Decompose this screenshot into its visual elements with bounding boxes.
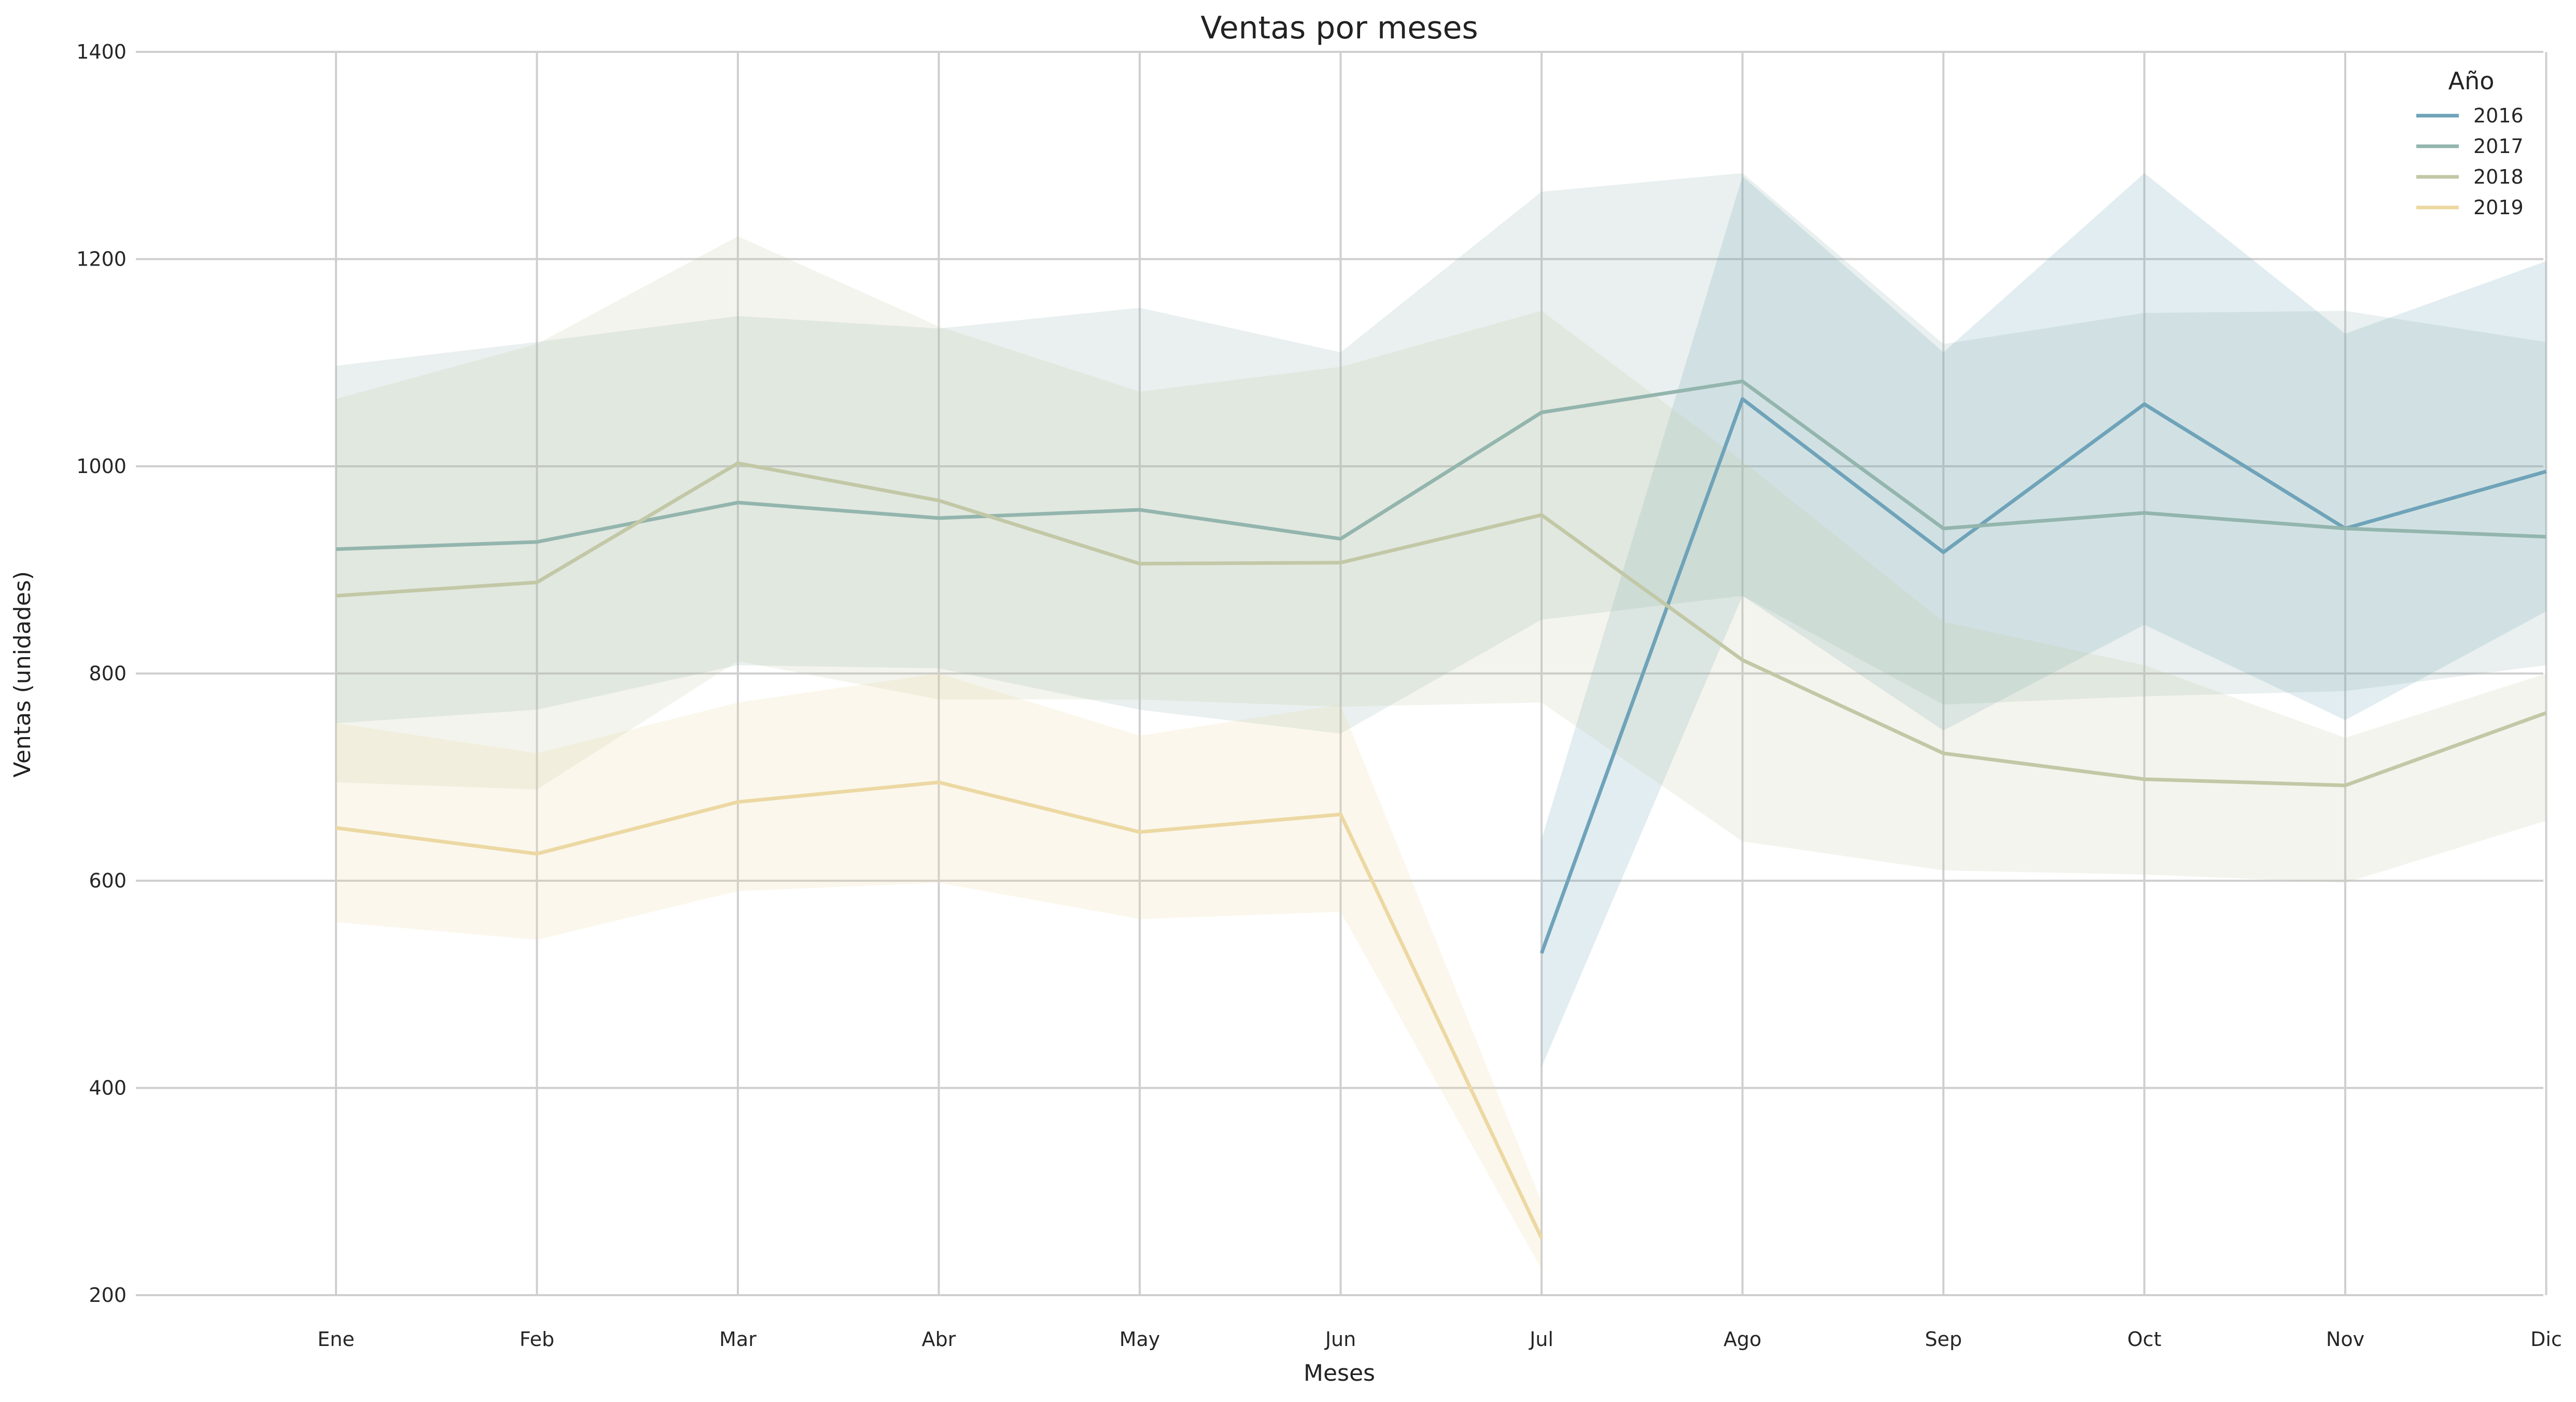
x-tick-label: Jun xyxy=(1324,1328,1356,1351)
series-line-2016 xyxy=(1539,397,2547,954)
series-line-2017 xyxy=(335,379,2546,551)
confidence-bands xyxy=(336,173,2546,1270)
x-axis-label: Meses xyxy=(1304,1360,1375,1386)
legend-label-2017: 2017 xyxy=(2473,135,2524,158)
y-tick-label: 600 xyxy=(89,869,127,892)
x-tick-label: Nov xyxy=(2326,1328,2364,1351)
x-tick-label: Sep xyxy=(1925,1328,1962,1351)
series-lines xyxy=(335,379,2547,1239)
grid-lines xyxy=(136,51,2547,1296)
legend-title: Año xyxy=(2448,67,2495,95)
y-tick-label: 400 xyxy=(89,1077,127,1100)
x-tick-label: May xyxy=(1119,1328,1160,1351)
y-tick-label: 800 xyxy=(89,662,127,685)
x-tick-label: Oct xyxy=(2127,1328,2162,1351)
legend-label-2016: 2016 xyxy=(2473,104,2524,127)
x-tick-label: Dic xyxy=(2530,1328,2562,1351)
legend: Año 2016 2017 2018 2019 xyxy=(2416,67,2524,219)
x-tick-label: Mar xyxy=(719,1328,757,1351)
y-axis-label: Ventas (unidades) xyxy=(9,571,36,778)
x-tick-label: Abr xyxy=(922,1328,956,1351)
series-line-2018 xyxy=(335,461,2547,787)
y-tick-label: 1400 xyxy=(76,40,127,63)
confidence-band-2018 xyxy=(336,236,2546,883)
legend-label-2019: 2019 xyxy=(2473,196,2524,219)
legend-items: 2016 2017 2018 2019 xyxy=(2416,104,2524,219)
confidence-band-2017 xyxy=(336,173,2546,734)
x-tick-label: Jul xyxy=(1529,1328,1553,1351)
confidence-band-2016 xyxy=(1542,173,2546,1067)
chart-title: Ventas por meses xyxy=(1200,10,1478,46)
x-tick-label: Ago xyxy=(1724,1328,1761,1351)
legend-label-2018: 2018 xyxy=(2473,165,2524,188)
y-tick-label: 1000 xyxy=(76,455,127,478)
x-tick-label: Feb xyxy=(520,1328,554,1351)
x-tick-label: Ene xyxy=(317,1328,354,1351)
tick-labels: 200 400 600 800 1000 1200 1400 Ene Feb Mar Abr May J… xyxy=(76,40,2562,1351)
y-tick-label: 200 xyxy=(89,1284,127,1307)
series-line-2019 xyxy=(335,780,1544,1239)
y-tick-label: 1200 xyxy=(76,248,127,271)
